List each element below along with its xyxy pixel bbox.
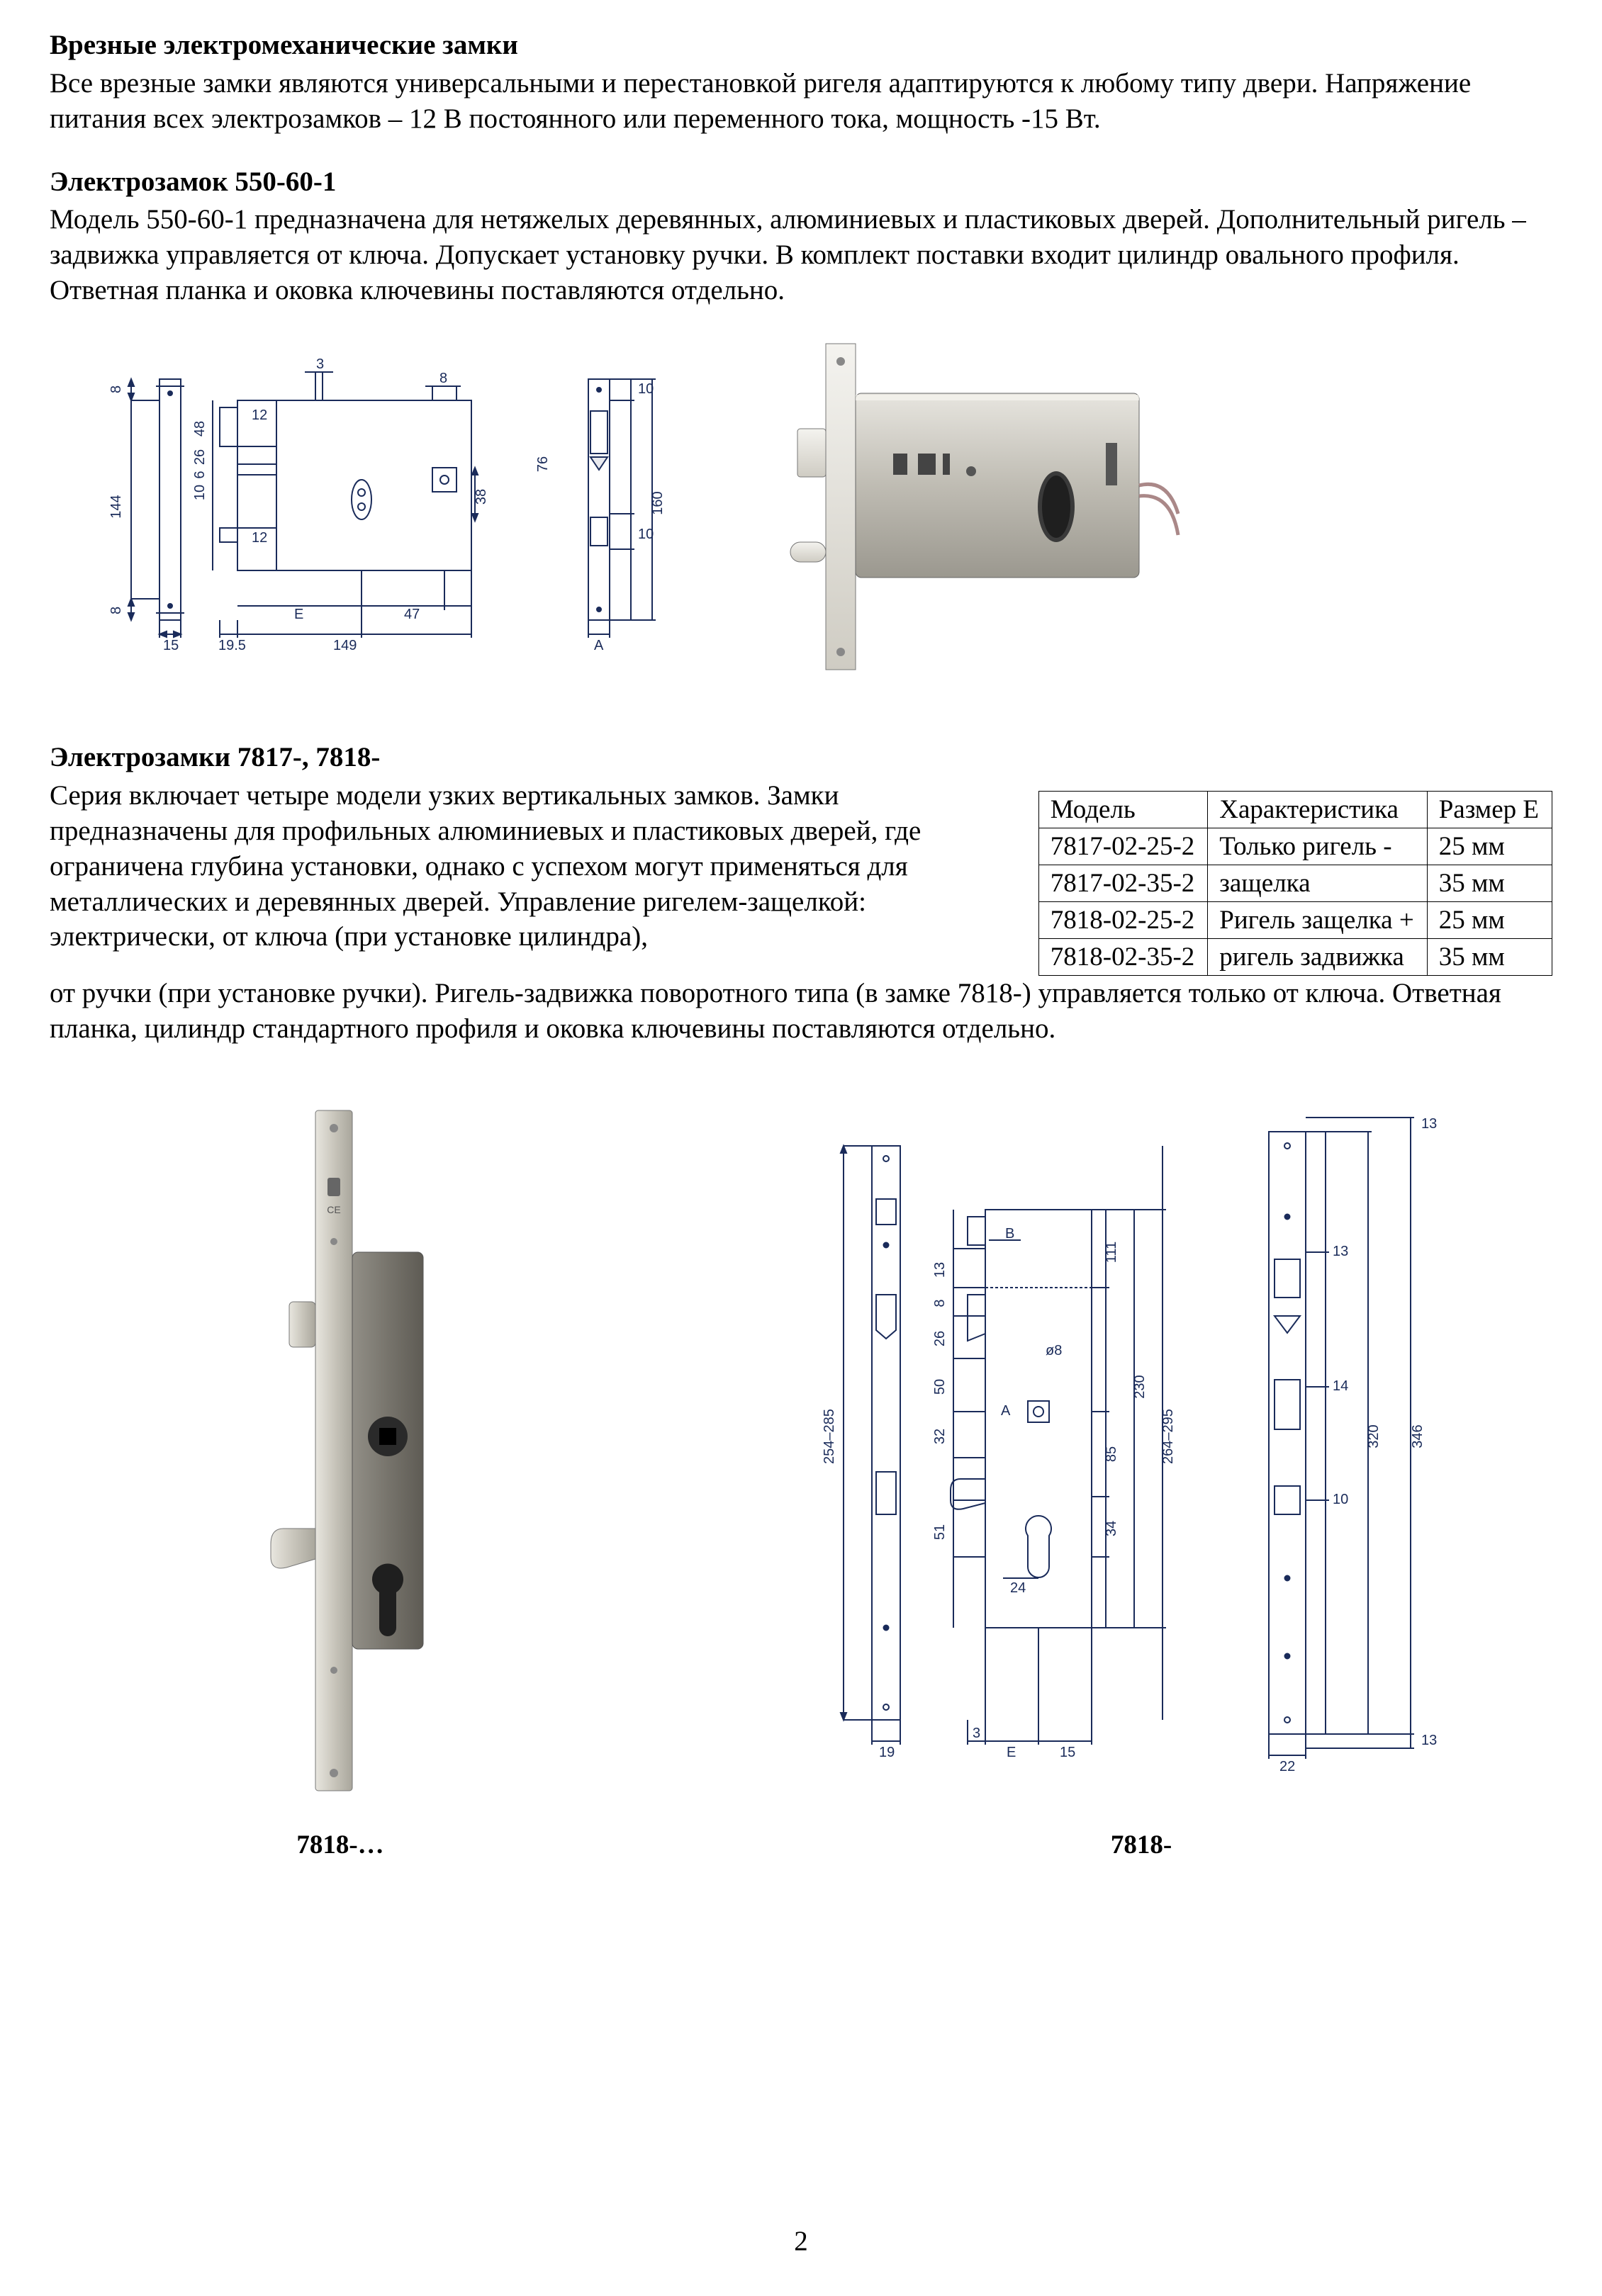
render-7818: CE (248, 1103, 432, 1798)
models-table: Модель Характеристика Размер Е 7817-02-2… (1038, 791, 1552, 976)
dim-b13: 13 (932, 1261, 948, 1277)
dim-38: 38 (474, 489, 489, 505)
dim-sp14: 14 (1333, 1378, 1348, 1394)
dim-8b: 8 (108, 607, 124, 614)
dim-15: 15 (163, 638, 179, 653)
dim-10: 10 (192, 485, 208, 500)
dim-76: 76 (535, 456, 551, 472)
figure-row-550: 8 144 8 15 3 8 48 26 6 10 12 12 19.5 149… (50, 330, 1552, 684)
dim-230: 230 (1132, 1375, 1148, 1398)
table-row: 7817-02-25-2 Только ригель - 25 мм (1038, 828, 1552, 865)
paragraph-intro: Все врезные замки являются универсальным… (50, 66, 1552, 137)
row-desc-table: Серия включает четыре модели узких верти… (50, 778, 1552, 976)
dim-b8: 8 (932, 1299, 948, 1307)
dim-85: 85 (1104, 1446, 1119, 1461)
dim-149: 149 (333, 638, 357, 653)
td: 7817-02-35-2 (1038, 865, 1207, 901)
page-number: 2 (794, 2225, 808, 2257)
td: 35 мм (1427, 938, 1552, 975)
dim-111: 111 (1104, 1241, 1119, 1262)
svg-text:CE: CE (327, 1204, 340, 1215)
tech-drawing-550: 8 144 8 15 3 8 48 26 6 10 12 12 19.5 149… (92, 351, 673, 663)
dim-b50: 50 (932, 1378, 948, 1394)
td: 25 мм (1427, 828, 1552, 865)
dim-19: 19 (879, 1745, 895, 1760)
tech-drawing-7818: 254–285 19 13 B 13 8 26 50 32 51 ø8 A 24… (815, 1103, 1467, 1798)
table-row: 7818-02-25-2 Ригель защелка + 25 мм (1038, 901, 1552, 938)
dim-3: 3 (973, 1726, 980, 1741)
dim-48: 48 (192, 421, 208, 437)
td: Только ригель - (1208, 828, 1427, 865)
caption-7818-right: 7818- (815, 1830, 1467, 1860)
td: ригель задвижка (1208, 938, 1427, 975)
paragraph-550-60-1: Модель 550-60-1 предназначена для нетяже… (50, 202, 1552, 308)
td: 7818-02-35-2 (1038, 938, 1207, 975)
dim-spb13: 13 (1421, 1733, 1437, 1748)
dim-E: E (294, 607, 303, 622)
paragraph-7817-part1: Серия включает четыре модели узких верти… (50, 778, 1010, 955)
dim-E2: E (1007, 1745, 1016, 1760)
paragraph-7817-part2: от ручки (при установке ручки). Ригель-з… (50, 976, 1552, 1047)
dim-144: 144 (108, 495, 124, 518)
dim-b32: 32 (932, 1428, 948, 1444)
dim-34: 34 (1104, 1520, 1119, 1536)
dim-B: B (1005, 1226, 1014, 1242)
dim-47: 47 (404, 607, 420, 622)
col-render-7818: CE 7818-… (248, 1103, 432, 1860)
col-drawing-7818: 254–285 19 13 B 13 8 26 50 32 51 ø8 A 24… (815, 1103, 1467, 1860)
heading-7817-7818: Электрозамки 7817-, 7818- (50, 741, 1552, 775)
dim-A: A (1001, 1403, 1011, 1419)
dim-sp10: 10 (1333, 1492, 1348, 1507)
page: Врезные электромеханические замки Все вр… (0, 0, 1602, 2296)
dim-12a: 12 (252, 407, 267, 423)
th-model: Модель (1038, 791, 1207, 828)
render-550 (758, 330, 1212, 684)
td: 35 мм (1427, 865, 1552, 901)
td: 7817-02-25-2 (1038, 828, 1207, 865)
dim-sp320: 320 (1366, 1424, 1382, 1448)
caption-7818-left: 7818-… (248, 1830, 432, 1860)
dim-6: 6 (192, 471, 208, 478)
td: 25 мм (1427, 901, 1552, 938)
dim-12b: 12 (252, 530, 267, 546)
table-row: 7818-02-35-2 ригель задвижка 35 мм (1038, 938, 1552, 975)
td: защелка (1208, 865, 1427, 901)
dim-264-295: 264–295 (1160, 1409, 1176, 1464)
dim-sp346: 346 (1410, 1424, 1425, 1448)
table-row: 7817-02-35-2 защелка 35 мм (1038, 865, 1552, 901)
heading-mortise-locks: Врезные электромеханические замки (50, 28, 1552, 63)
td: 7818-02-25-2 (1038, 901, 1207, 938)
table-row: Модель Характеристика Размер Е (1038, 791, 1552, 828)
dim-19-5: 19.5 (218, 638, 246, 653)
dim-8a: 8 (108, 386, 124, 393)
dim-26: 26 (192, 449, 208, 465)
dim-15b: 15 (1060, 1745, 1075, 1760)
td: Ригель защелка + (1208, 901, 1427, 938)
dim-A: A (594, 638, 604, 653)
dim-24: 24 (1010, 1580, 1026, 1596)
dim-phi8: ø8 (1046, 1343, 1062, 1358)
dim-3: 3 (316, 356, 324, 372)
dim-254-285: 254–285 (822, 1409, 837, 1464)
dim-sp22: 22 (1279, 1759, 1295, 1774)
dim-160: 160 (650, 491, 666, 514)
th-char: Характеристика (1208, 791, 1427, 828)
figure-row-7818: CE 7818-… (50, 1103, 1552, 1860)
dim-sp13: 13 (1333, 1244, 1348, 1259)
heading-550-60-1: Электрозамок 550-60-1 (50, 165, 1552, 200)
dim-8-top: 8 (439, 371, 447, 386)
dim-top13: 13 (1421, 1116, 1437, 1132)
dim-r10b: 10 (638, 527, 654, 542)
dim-b26: 26 (932, 1330, 948, 1346)
th-size: Размер Е (1427, 791, 1552, 828)
dim-b51: 51 (932, 1524, 948, 1539)
dim-r10a: 10 (638, 381, 654, 397)
